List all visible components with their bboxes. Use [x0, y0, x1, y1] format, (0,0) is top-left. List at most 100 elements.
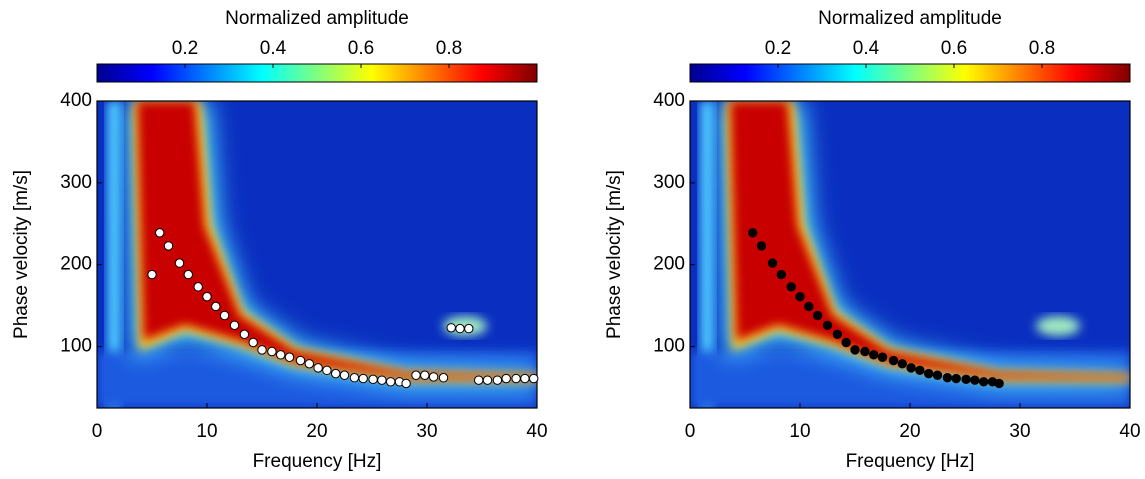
- data-point: [832, 329, 843, 340]
- heatmap-left: [97, 101, 537, 408]
- data-point: [155, 228, 165, 238]
- data-point: [888, 355, 899, 366]
- data-point: [322, 365, 332, 376]
- colorbar-tick-label: 0.8: [436, 38, 462, 59]
- data-point: [163, 241, 174, 251]
- data-point: [795, 291, 805, 302]
- data-point: [906, 363, 916, 373]
- colorbar-label: Normalized amplitude: [818, 8, 1002, 29]
- colorbar-tick-label: 0.6: [348, 38, 374, 59]
- data-point: [915, 365, 925, 376]
- data-point: [219, 310, 230, 321]
- data-point: [174, 258, 185, 268]
- data-point: [455, 323, 465, 334]
- data-point: [776, 269, 786, 280]
- data-point: [211, 301, 221, 312]
- colorbar-tick-label: 0.4: [260, 38, 287, 59]
- data-point: [748, 228, 758, 238]
- colorbar-label: Normalized amplitude: [225, 8, 409, 29]
- x-tick-label: 30: [1009, 421, 1030, 442]
- data-point: [994, 378, 1004, 389]
- data-point: [932, 370, 943, 380]
- data-point: [349, 373, 360, 383]
- data-point: [239, 329, 250, 340]
- y-tick-label: 300: [653, 172, 685, 193]
- data-point: [877, 352, 888, 362]
- data-point: [257, 345, 267, 355]
- heatmap-right: [690, 101, 1130, 408]
- data-point: [295, 355, 306, 366]
- x-tick-label: 10: [789, 421, 810, 442]
- data-point: [511, 373, 521, 384]
- data-point: [386, 377, 396, 387]
- x-tick-label: 0: [685, 421, 696, 442]
- y-axis-label: Phase velocity [m/s]: [11, 170, 32, 339]
- data-point: [970, 375, 980, 385]
- data-point: [501, 373, 511, 384]
- data-point: [183, 269, 194, 280]
- data-point: [368, 374, 378, 385]
- data-point: [202, 291, 212, 302]
- y-tick-label: 400: [60, 90, 92, 111]
- data-point: [147, 269, 157, 280]
- y-tick-label: 200: [653, 254, 685, 275]
- data-point: [377, 375, 387, 385]
- data-point: [897, 359, 907, 369]
- colorbar-tick-label: 0.2: [172, 38, 198, 59]
- data-point: [428, 372, 439, 382]
- data-point: [267, 346, 277, 357]
- data-point: [492, 375, 503, 385]
- data-point: [961, 374, 971, 385]
- x-tick-label: 0: [92, 421, 103, 442]
- data-point: [464, 323, 474, 334]
- y-tick-label: 300: [60, 172, 92, 193]
- data-point: [331, 368, 341, 379]
- data-point: [786, 282, 796, 292]
- x-tick-label: 20: [306, 421, 327, 442]
- data-point: [529, 373, 539, 384]
- colorbar-tick-label: 0.2: [765, 38, 791, 59]
- data-point: [822, 320, 833, 331]
- data-point: [411, 370, 421, 380]
- data-point: [438, 373, 449, 383]
- data-point: [474, 375, 484, 385]
- data-point: [850, 345, 860, 355]
- data-point: [812, 310, 823, 321]
- data-point: [951, 373, 961, 384]
- data-point: [767, 258, 778, 268]
- data-point: [276, 350, 286, 360]
- y-tick-label: 100: [653, 336, 685, 357]
- data-point: [248, 337, 258, 348]
- data-point: [420, 370, 430, 380]
- data-point: [860, 346, 870, 357]
- data-point: [401, 378, 411, 389]
- data-point: [482, 375, 493, 385]
- colorbar-tick-label: 0.8: [1029, 38, 1055, 59]
- data-point: [304, 359, 314, 369]
- data-point: [313, 363, 323, 373]
- colorbar-tick-label: 0.6: [941, 38, 967, 59]
- y-tick-label: 100: [60, 336, 92, 357]
- data-point: [979, 377, 989, 387]
- colorbar-tick-label: 0.4: [853, 38, 880, 59]
- data-point: [804, 301, 814, 312]
- data-point: [193, 282, 203, 292]
- x-axis-label: Frequency [Hz]: [846, 451, 975, 472]
- data-point: [520, 373, 530, 384]
- data-point: [446, 323, 456, 333]
- data-point: [756, 241, 767, 251]
- x-tick-label: 40: [1119, 421, 1140, 442]
- data-point: [924, 368, 934, 379]
- data-point: [284, 352, 295, 362]
- data-point: [841, 337, 851, 348]
- x-axis-label: Frequency [Hz]: [253, 451, 382, 472]
- x-tick-label: 20: [899, 421, 920, 442]
- x-tick-label: 10: [196, 421, 217, 442]
- data-point: [229, 320, 240, 331]
- data-point: [339, 370, 350, 380]
- colorbar: [96, 63, 538, 83]
- x-tick-label: 30: [416, 421, 437, 442]
- data-point: [869, 350, 879, 360]
